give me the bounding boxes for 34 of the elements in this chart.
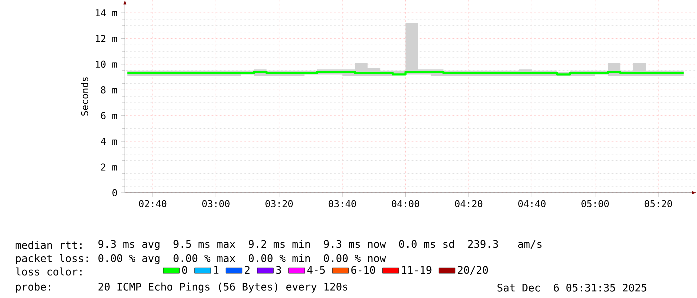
legend-label: 2 [245, 266, 250, 274]
y-tick-label: 14 m [96, 9, 118, 16]
y-tick-label: 10 m [96, 60, 118, 68]
legend-label: 11-19 [402, 266, 432, 274]
y-tick-label: 8 m [101, 86, 118, 94]
text: 9.3 ms avg 9.5 ms max 9.2 ms min 9.3 ms now 0.0 ms sd 239.3 am/s [98, 240, 542, 250]
x-tick-label: 03:20 [266, 200, 293, 208]
x-tick-label: 03:40 [328, 200, 356, 208]
text: 20 ICMP Echo Pings (56 Bytes) every 120s [98, 282, 348, 293]
text: Sat Dec 6 05:31:35 2025 [498, 284, 647, 292]
x-tick-label: 05:00 [582, 200, 609, 208]
legend-label: 4-5 [308, 266, 326, 274]
legend-title: loss color: [16, 268, 82, 276]
text: 0.00 % avg 0.00 % max 0.00 % min 0.00 % now [98, 254, 386, 264]
text: median rtt: [16, 240, 82, 250]
x-tick-label: 02:40 [139, 200, 167, 208]
x-tick-label: 04:00 [392, 200, 420, 208]
y-tick-label: 6 m [101, 112, 118, 120]
x-tick-label: 04:40 [518, 200, 546, 208]
y-tick-label: 0 [112, 189, 118, 196]
legend-label: 1 [214, 266, 219, 274]
x-tick-label: 04:20 [455, 200, 483, 208]
y-tick-label: 4 m [101, 138, 118, 145]
y-axis-title: Seconds [81, 77, 88, 116]
legend-label: 0 [182, 266, 188, 274]
text: probe: [16, 282, 50, 293]
text: packet loss: [16, 254, 88, 264]
y-tick-label: 12 m [96, 35, 118, 42]
legend-label: 20/20 [458, 266, 488, 275]
x-tick-label: 05:20 [644, 200, 672, 208]
legend-label: 6-10 [352, 266, 376, 274]
y-tick-label: 2 m [101, 164, 118, 171]
x-tick-label: 03:00 [202, 200, 230, 208]
legend-label: 3 [276, 266, 282, 274]
